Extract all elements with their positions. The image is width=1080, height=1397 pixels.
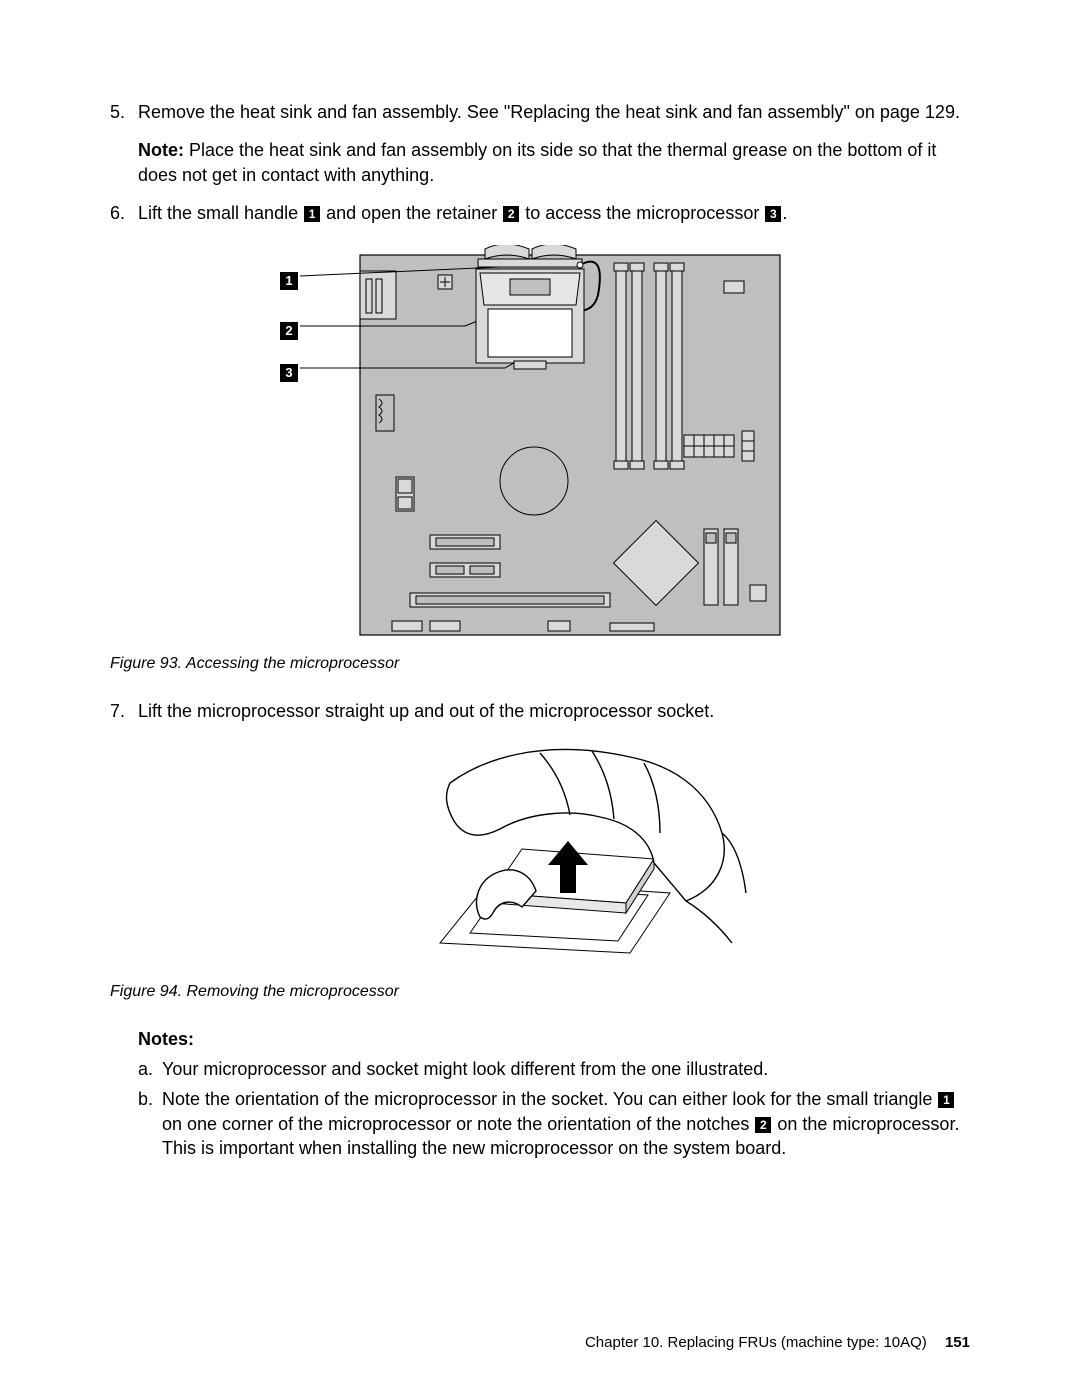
fig93-callout-1: 1 — [280, 267, 298, 291]
note-label: Note: — [138, 140, 184, 160]
step-list-cont: 7. Lift the microprocessor straight up a… — [110, 699, 970, 723]
fig93-callout-2: 2 — [280, 317, 298, 341]
note-a-text: Your microprocessor and socket might loo… — [162, 1059, 768, 1079]
page-footer: Chapter 10. Replacing FRUs (machine type… — [585, 1333, 970, 1353]
step-number: 6. — [110, 201, 125, 225]
callout-1-icon: 1 — [938, 1092, 954, 1108]
step-5-note: Note: Place the heat sink and fan assemb… — [138, 138, 970, 187]
figure-94-caption: Figure 94. Removing the microprocessor — [110, 981, 970, 1003]
step-number: 7. — [110, 699, 125, 723]
step-7-text: Lift the microprocessor straight up and … — [138, 701, 714, 721]
note-b-pre: Note the orientation of the microprocess… — [162, 1089, 937, 1109]
motherboard-diagram — [280, 245, 800, 645]
note-a: a. Your microprocessor and socket might … — [138, 1057, 970, 1081]
remove-cpu-diagram — [330, 743, 750, 973]
footer-page-number: 151 — [945, 1334, 970, 1351]
step-6-mid2: to access the microprocessor — [520, 203, 764, 223]
note-b-mid: on one corner of the microprocessor or n… — [162, 1114, 754, 1134]
note-text: Place the heat sink and fan assembly on … — [138, 140, 936, 184]
notes-header: Notes: — [138, 1027, 970, 1051]
step-number: 5. — [110, 100, 125, 124]
footer-chapter: Chapter 10. Replacing FRUs (machine type… — [585, 1334, 927, 1351]
callout-2-icon: 2 — [755, 1117, 771, 1133]
callout-2-icon: 2 — [503, 206, 519, 222]
callout-3-icon: 3 — [765, 206, 781, 222]
figure-93-caption: Figure 93. Accessing the microprocessor — [110, 653, 970, 675]
step-5: 5. Remove the heat sink and fan assembly… — [110, 100, 970, 187]
note-letter: a. — [138, 1057, 153, 1081]
step-6: 6. Lift the small handle 1 and open the … — [110, 201, 970, 225]
step-6-mid1: and open the retainer — [321, 203, 502, 223]
step-6-post: . — [782, 203, 787, 223]
fig93-callout-3: 3 — [280, 359, 298, 383]
step-7: 7. Lift the microprocessor straight up a… — [110, 699, 970, 723]
callout-1-icon: 1 — [304, 206, 320, 222]
note-letter: b. — [138, 1087, 153, 1111]
figure-94 — [110, 743, 970, 973]
step-6-pre1: Lift the small handle — [138, 203, 303, 223]
step-list: 5. Remove the heat sink and fan assembly… — [110, 100, 970, 225]
step-5-text: Remove the heat sink and fan assembly. S… — [138, 102, 960, 122]
note-b: b. Note the orientation of the microproc… — [138, 1087, 970, 1160]
figure-93: 1 2 3 — [280, 245, 800, 645]
page: 5. Remove the heat sink and fan assembly… — [0, 0, 1080, 1397]
notes-list: a. Your microprocessor and socket might … — [138, 1057, 970, 1160]
